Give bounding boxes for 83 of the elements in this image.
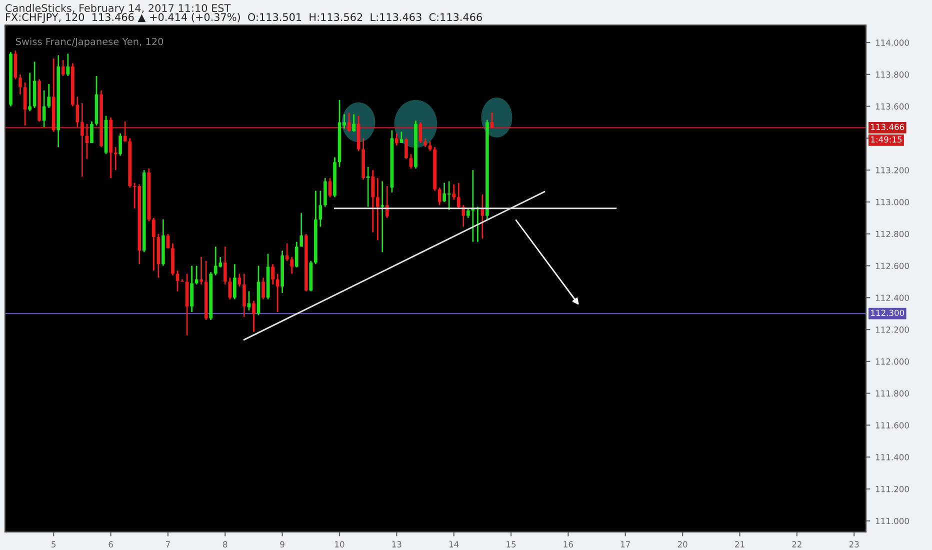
x-tick-label: 9 [280,541,284,548]
candlestick [90,120,94,144]
candlestick [376,177,380,241]
candlestick [418,122,422,144]
candlestick [400,131,404,144]
candlestick [328,177,332,198]
candlestick [176,270,180,292]
candlestick [194,265,198,286]
ref-line-label: 113.466 [871,124,904,130]
candlestick [118,132,122,156]
ref-line-label: 112.300 [871,310,904,316]
candlestick [409,153,413,170]
candlestick [23,82,27,126]
candlestick [18,74,22,96]
candlestick [223,246,227,286]
candlestick [290,256,294,274]
y-tick-label: 111.800 [876,390,909,397]
candlestick [271,263,274,286]
candlestick [76,96,80,128]
candlestick [462,204,466,228]
x-tick-label: 16 [564,541,573,548]
candlestick [352,114,356,133]
candlestick [380,180,384,253]
x-tick-label: 7 [166,541,170,548]
candlestick [232,263,236,300]
candlestick [228,277,232,300]
y-tick-label: 113.800 [876,71,909,78]
x-tick-label: 21 [735,541,744,548]
y-tick-label: 114.000 [876,40,909,46]
y-tick-label: 113.200 [876,167,909,174]
x-tick-label: 13 [392,541,402,548]
text: 1:49:15 [871,136,902,143]
candlestick [242,273,246,318]
chart-subtitle: CandleSticks, February 14, 2017 11:10 EST [6,4,231,14]
candlestick [385,185,389,219]
candlestick [452,184,456,200]
x-tick-label: 14 [449,541,459,548]
candlestick [190,265,194,313]
x-tick-label: 17 [620,541,630,548]
candlestick [318,190,322,228]
y-tick-label: 112.800 [876,230,909,238]
candlestick [395,132,398,146]
candlestick [47,83,51,109]
candlestick [285,242,289,262]
x-tick-label: 10 [335,541,344,548]
candlestick [28,72,32,112]
x-tick-label: 8 [223,541,228,548]
annotation: Swiss Franc/Japanese Yen, 120 [16,38,164,48]
candlestick [247,290,251,312]
x-tick-label: 22 [792,541,802,548]
candlestick [152,217,156,272]
candlestick [404,138,408,160]
x-tick-label: 6 [108,541,113,548]
candlestick [300,212,304,248]
chart-title: FX:CHFJPY, 120 113.466 ▲ +0.414 (+0.37%) O:113.501 H:113.562 L:113.463 C:113.466 [6,12,482,23]
candlestick [66,53,70,77]
y-tick-label: 111.600 [876,422,909,428]
y-tick-label: 112.600 [876,262,909,270]
y-tick-label: 111.000 [876,518,909,524]
candlestick [252,300,256,333]
y-tick-label: 113.600 [876,103,909,110]
candlestick [456,182,460,210]
x-tick-label: 20 [678,541,688,548]
y-tick-label: 113.000 [876,198,909,206]
candlestick [438,186,442,206]
y-tick-label: 112.000 [876,358,909,365]
candlestick [262,277,265,300]
candlestick [61,59,65,77]
candlestick [371,169,375,233]
candlestick [238,273,242,288]
candlestick [294,241,298,268]
x-tick-label: 23 [849,541,859,548]
y-tick-label: 112.200 [876,326,909,333]
y-tick-label: 112.400 [876,294,909,301]
x-tick-label: 5 [52,541,56,548]
x-tick-label: 15 [506,541,516,548]
y-tick-label: 111.400 [876,454,909,460]
candlestick [466,208,470,219]
y-tick-label: 111.200 [876,486,909,492]
candlestick [324,177,327,208]
candlestick [14,50,18,80]
candlestick [80,102,84,178]
candlestick [428,140,432,152]
